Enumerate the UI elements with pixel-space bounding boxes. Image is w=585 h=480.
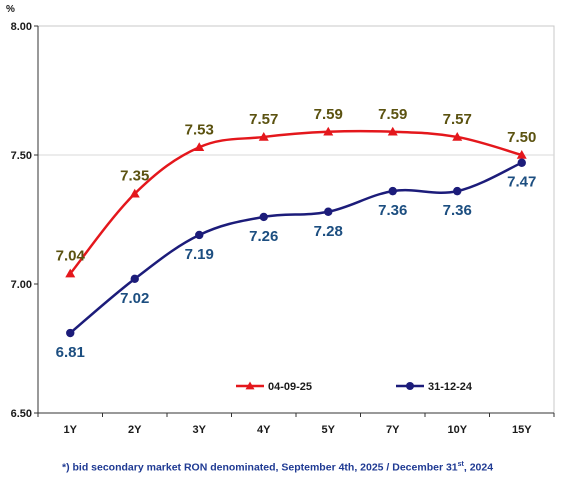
y-axis-unit-label: % xyxy=(6,4,15,15)
data-point-marker xyxy=(323,126,334,136)
legend-entry-label: 04-09-25 xyxy=(268,381,312,393)
y-tick-label: 6.50 xyxy=(11,408,32,420)
axes: 8.00 7.50 7.00 6.50 1Y 2Y 3Y 4Y 5Y 7Y 10Y 15Y xyxy=(11,21,555,436)
footnote-text: *) bid secondary market RON denominated,… xyxy=(62,461,458,474)
data-point-marker xyxy=(387,126,398,136)
data-label: 7.35 xyxy=(120,168,149,185)
data-point-marker xyxy=(324,207,333,216)
data-label: 7.57 xyxy=(443,111,472,128)
x-tick-label: 1Y xyxy=(64,424,78,436)
plot-area xyxy=(37,25,555,414)
data-point-marker xyxy=(130,274,139,284)
legend: 04-09-25 31-12-24 xyxy=(236,381,473,393)
data-label: 7.26 xyxy=(249,228,278,245)
footnote-text-end: , 2024 xyxy=(463,461,494,474)
data-label: 6.81 xyxy=(56,344,85,361)
legend-entry-label: 31-12-24 xyxy=(428,381,473,393)
data-point-marker xyxy=(388,186,397,196)
y-tick-label: 7.00 xyxy=(11,279,32,291)
data-point-marker xyxy=(65,268,76,278)
data-point-marker xyxy=(195,230,204,240)
data-label: 7.04 xyxy=(56,248,86,265)
x-tick-label: 4Y xyxy=(257,424,271,436)
data-point-marker xyxy=(259,212,268,222)
x-tick-label: 5Y xyxy=(322,424,336,436)
data-label: 7.36 xyxy=(378,202,407,219)
data-label: 7.02 xyxy=(120,290,149,307)
y-tick-label: 8.00 xyxy=(11,21,32,33)
data-point-marker xyxy=(517,158,526,167)
data-label: 7.59 xyxy=(314,106,343,123)
data-point-marker xyxy=(453,186,462,196)
legend-swatch-marker xyxy=(245,381,255,390)
data-label: 7.59 xyxy=(378,106,407,123)
data-label: 7.53 xyxy=(185,121,214,138)
footnote: *) bid secondary market RON denominated,… xyxy=(62,461,493,474)
data-label: 7.47 xyxy=(507,174,536,191)
x-tick-label: 10Y xyxy=(447,424,467,436)
data-label: 7.19 xyxy=(185,246,214,263)
x-tick-label: 2Y xyxy=(128,424,142,436)
series-layer xyxy=(65,126,527,338)
x-tick-label: 15Y xyxy=(512,424,532,436)
legend-swatch-marker xyxy=(406,382,414,390)
data-point-marker xyxy=(516,150,527,159)
x-tick-label: 7Y xyxy=(386,424,400,436)
x-tick-label: 3Y xyxy=(193,424,207,436)
data-point-marker xyxy=(452,131,463,141)
data-label: 7.57 xyxy=(249,111,278,128)
data-point-marker xyxy=(129,188,140,198)
data-label: 7.50 xyxy=(507,129,536,146)
data-point-marker xyxy=(258,131,269,141)
data-label: 7.28 xyxy=(314,223,343,240)
y-tick-label: 7.50 xyxy=(11,150,32,162)
data-point-marker xyxy=(194,142,205,152)
data-point-marker xyxy=(66,328,75,338)
data-label: 7.36 xyxy=(443,202,472,219)
data-labels-layer: 7.04 7.35 7.53 7.57 7.59 7.59 7.57 7.50 6.81 7.02… xyxy=(56,106,537,361)
footnote-superscript: st xyxy=(457,461,464,468)
